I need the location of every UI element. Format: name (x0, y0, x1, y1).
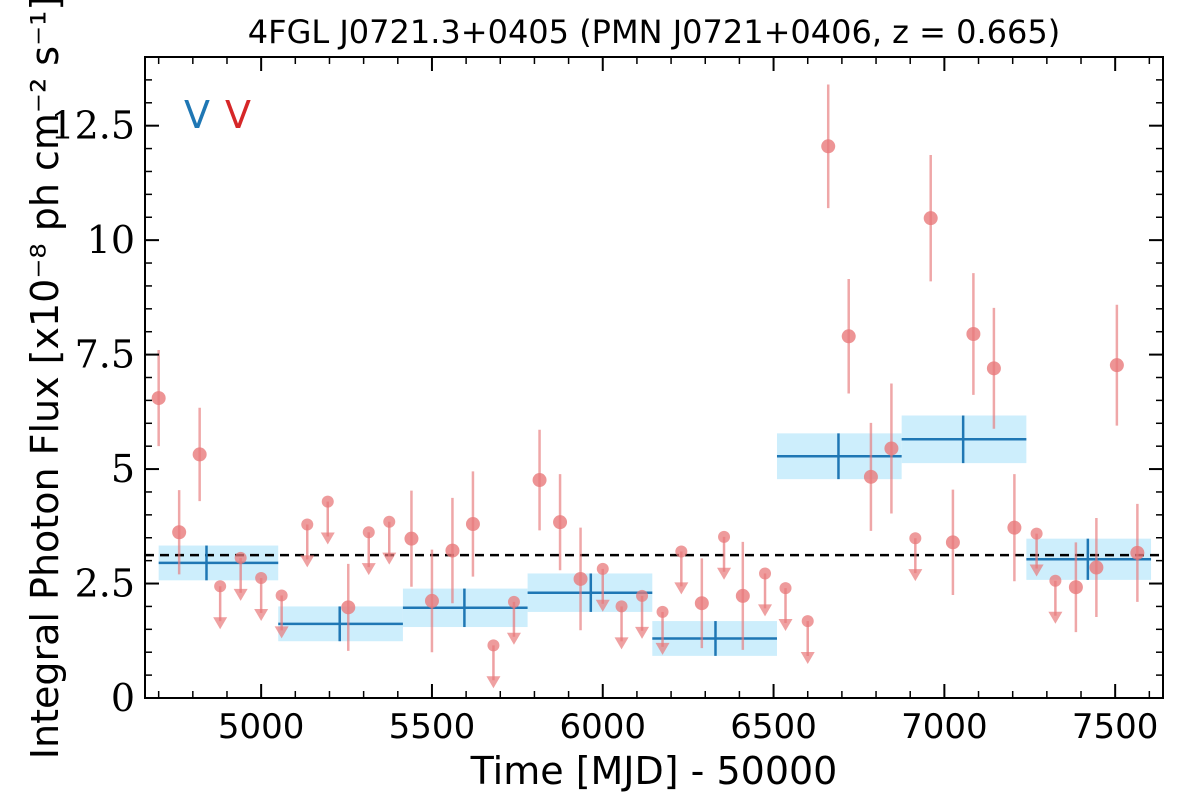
data-point (573, 571, 588, 586)
upper-limit-arrow (300, 555, 315, 568)
variability-marker-blue: V (184, 93, 210, 137)
data-point (966, 327, 981, 342)
upper-limit-arrow (274, 626, 289, 639)
upper-limit-arrow (674, 582, 689, 595)
data-point (735, 588, 750, 603)
x-tick-label: 6000 (559, 707, 646, 747)
plot-frame (144, 56, 1164, 699)
upper-limit-point (301, 518, 314, 531)
upper-limit-point (656, 605, 669, 618)
upper-limit-arrow (655, 642, 670, 655)
y-tick-label: 7.5 (75, 333, 135, 377)
data-point (341, 600, 356, 615)
upper-limit-point (507, 595, 520, 608)
data-point (192, 447, 207, 462)
y-tick-label: 2.5 (75, 562, 135, 606)
upper-limit-point (596, 562, 609, 575)
data-point (404, 531, 419, 546)
upper-limit-arrow (717, 567, 732, 580)
upper-limit-arrow (595, 599, 610, 612)
data-point (532, 473, 547, 488)
upper-limit-arrow (614, 637, 629, 650)
upper-limit-point (362, 526, 375, 539)
upper-limit-arrow (800, 651, 815, 664)
data-point (1109, 358, 1124, 373)
upper-limit-point (487, 639, 500, 652)
upper-limit-point (321, 495, 334, 508)
upper-limit-point (636, 589, 649, 602)
data-point (1130, 545, 1145, 560)
upper-limit-point (801, 615, 814, 628)
x-axis-label: Time [MJD] - 50000 (470, 749, 838, 793)
data-point (1007, 520, 1022, 535)
y-tick-label: 10 (87, 218, 135, 262)
upper-limit-point (718, 530, 731, 543)
data-point (923, 211, 938, 226)
data-point (465, 517, 480, 532)
chart-title: 4FGL J0721.3+0405 (PMN J0721+0406, z = 0… (248, 13, 1060, 51)
upper-limit-arrow (1048, 611, 1063, 624)
upper-limit-point (615, 600, 628, 613)
upper-limit-point (383, 515, 396, 528)
data-point (172, 525, 187, 540)
data-point (986, 361, 1001, 376)
upper-limit-point (275, 589, 288, 602)
upper-limit-arrow (361, 563, 376, 576)
upper-limit-point (675, 545, 688, 558)
plot-content (145, 84, 1163, 689)
variability-marker-red: V (225, 93, 251, 137)
upper-limit-arrow (908, 569, 923, 582)
upper-limit-point (1049, 574, 1062, 587)
data-point (841, 329, 856, 344)
upper-limit-arrow (382, 552, 397, 565)
upper-limit-point (1030, 527, 1043, 540)
upper-limit-point (759, 567, 772, 580)
x-tick-label: 7500 (1072, 707, 1159, 747)
upper-limit-arrow (254, 608, 269, 621)
y-tick-label: 12.5 (50, 104, 135, 148)
data-point (884, 441, 899, 456)
x-tick-label: 5000 (218, 707, 305, 747)
upper-limit-arrow (233, 588, 248, 601)
upper-limit-arrow (1029, 564, 1044, 577)
upper-limit-point (255, 572, 268, 585)
data-point (1089, 560, 1104, 575)
axis-ticks: 5000 5500 6000 6500 7000 7500 0 2.5 5 7.5 10 12.5 (50, 56, 1163, 747)
upper-limit-arrow (506, 632, 521, 645)
y-tick-label: 5 (111, 447, 135, 491)
data-point (694, 596, 709, 611)
x-tick-label: 5500 (389, 707, 476, 747)
data-point (945, 535, 960, 550)
upper-limit-arrow (320, 532, 335, 545)
data-point (821, 139, 836, 154)
upper-limit-point (234, 551, 247, 564)
data-point (863, 469, 878, 484)
upper-limit-arrow (778, 619, 793, 632)
upper-limit-point (909, 532, 922, 545)
data-point (445, 543, 460, 558)
upper-limit-point (779, 582, 792, 595)
upper-limit-arrow (486, 676, 501, 689)
data-point (553, 515, 568, 530)
upper-limit-arrow (213, 617, 228, 630)
upper-limit-arrow (635, 626, 650, 639)
data-point (1068, 580, 1083, 595)
upper-limit-point (214, 580, 227, 593)
y-axis-label: Integral Photon Flux [x10⁻⁸ ph cm⁻² s⁻¹] (23, 0, 67, 759)
data-point (151, 391, 166, 406)
y-tick-label: 0 (111, 676, 135, 720)
data-point (424, 593, 439, 608)
upper-limit-arrow (758, 604, 773, 617)
x-tick-label: 6500 (730, 707, 817, 747)
x-tick-label: 7000 (901, 707, 988, 747)
